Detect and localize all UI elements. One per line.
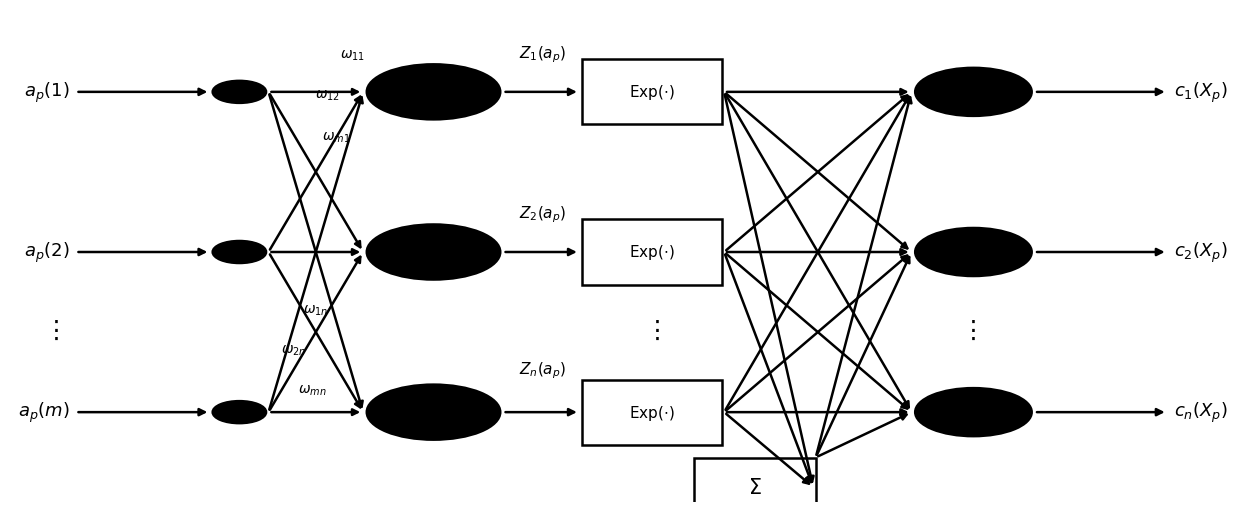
Text: $\omega_{m1}$: $\omega_{m1}$	[322, 130, 351, 145]
Text: $a_p(m)$: $a_p(m)$	[19, 400, 69, 424]
Circle shape	[213, 241, 266, 264]
Circle shape	[213, 82, 266, 104]
Text: $\omega_{mn}$: $\omega_{mn}$	[297, 383, 326, 397]
Text: $c_1(X_p)$: $c_1(X_p)$	[1173, 81, 1228, 105]
Text: $\omega_{12}$: $\omega_{12}$	[316, 88, 341, 103]
Text: $\Sigma$: $\Sigma$	[426, 402, 440, 422]
Text: $Z_1(a_p)$: $Z_1(a_p)$	[519, 44, 566, 65]
Text: $\mathrm{Exp}(\cdot)$: $\mathrm{Exp}(\cdot)$	[629, 243, 675, 262]
Circle shape	[367, 385, 501, 440]
Circle shape	[367, 225, 501, 280]
Text: $\vdots$: $\vdots$	[644, 318, 660, 342]
Text: $Z_2(a_p)$: $Z_2(a_p)$	[519, 205, 566, 225]
Text: $Z_n(a_p)$: $Z_n(a_p)$	[519, 359, 566, 380]
Text: $/$: $/$	[969, 402, 978, 423]
Circle shape	[916, 388, 1032, 436]
Text: $a_p(1)$: $a_p(1)$	[24, 81, 69, 105]
Text: $\vdots$: $\vdots$	[43, 318, 59, 342]
Text: $\omega_{1n}$: $\omega_{1n}$	[304, 303, 328, 317]
Text: $\mathrm{Exp}(\cdot)$: $\mathrm{Exp}(\cdot)$	[629, 403, 675, 422]
Bar	[582, 60, 721, 125]
Text: $c_2(X_p)$: $c_2(X_p)$	[1173, 240, 1228, 265]
Bar	[694, 459, 815, 505]
Text: $\Sigma$: $\Sigma$	[426, 83, 440, 103]
Text: $\vdots$: $\vdots$	[959, 318, 975, 342]
Text: $/$: $/$	[969, 242, 978, 263]
Bar	[582, 220, 721, 285]
Text: $/$: $/$	[969, 82, 978, 103]
Text: $a_p(2)$: $a_p(2)$	[24, 240, 69, 265]
Circle shape	[916, 69, 1032, 117]
Text: $\omega_{11}$: $\omega_{11}$	[339, 48, 364, 63]
Text: $\omega_{2n}$: $\omega_{2n}$	[281, 343, 306, 357]
Text: $\mathrm{Exp}(\cdot)$: $\mathrm{Exp}(\cdot)$	[629, 83, 675, 102]
Text: $c_n(X_p)$: $c_n(X_p)$	[1173, 400, 1228, 424]
Bar	[582, 380, 721, 445]
Circle shape	[213, 401, 266, 423]
Circle shape	[916, 229, 1032, 276]
Text: $\Sigma$: $\Sigma$	[748, 477, 762, 497]
Circle shape	[367, 65, 501, 120]
Text: $\Sigma$: $\Sigma$	[426, 242, 440, 263]
